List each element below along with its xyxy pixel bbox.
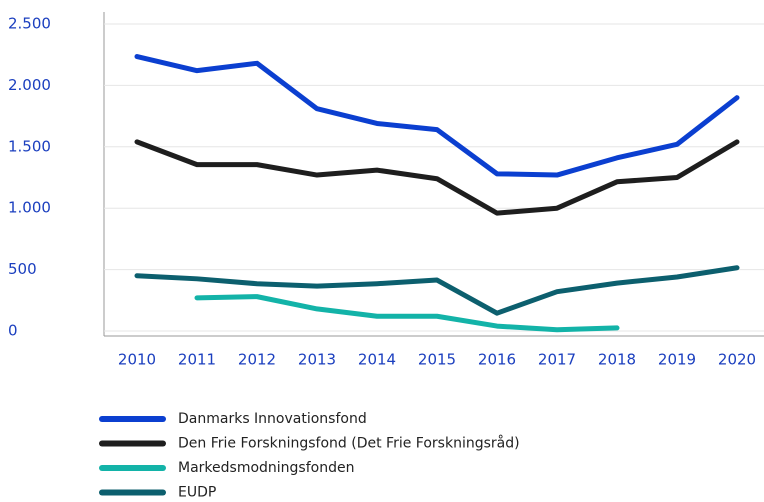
x-tick-label: 2019 xyxy=(658,351,696,369)
x-tick-label: 2013 xyxy=(298,351,336,369)
legend-label: EUDP xyxy=(178,485,216,501)
x-tick-label: 2010 xyxy=(118,351,156,369)
x-tick-label: 2018 xyxy=(598,351,636,369)
series-line xyxy=(134,54,740,178)
x-tick-label: 2012 xyxy=(238,351,276,369)
series-line xyxy=(134,265,740,316)
legend-label: Danmarks Innovationsfond xyxy=(178,411,367,427)
y-tick-label: 500 xyxy=(8,260,37,278)
y-tick-label: 1.000 xyxy=(8,199,51,217)
x-tick-label: 2017 xyxy=(538,351,576,369)
x-tick-label: 2015 xyxy=(418,351,456,369)
y-tick-label: 0 xyxy=(8,322,18,340)
x-tick-label: 2020 xyxy=(718,351,756,369)
y-tick-label: 1.500 xyxy=(8,137,51,155)
y-tick-label: 2.500 xyxy=(8,15,51,33)
y-tick-label: 2.000 xyxy=(8,76,51,94)
x-tick-label: 2014 xyxy=(358,351,396,369)
legend-label: Den Frie Forskningsfond (Det Frie Forskn… xyxy=(178,435,520,452)
x-tick-label: 2016 xyxy=(478,351,516,369)
series-line xyxy=(194,294,620,333)
x-tick-label: 2011 xyxy=(178,351,216,369)
series-line xyxy=(134,139,740,216)
legend-label: Markedsmodningsfonden xyxy=(178,460,354,476)
